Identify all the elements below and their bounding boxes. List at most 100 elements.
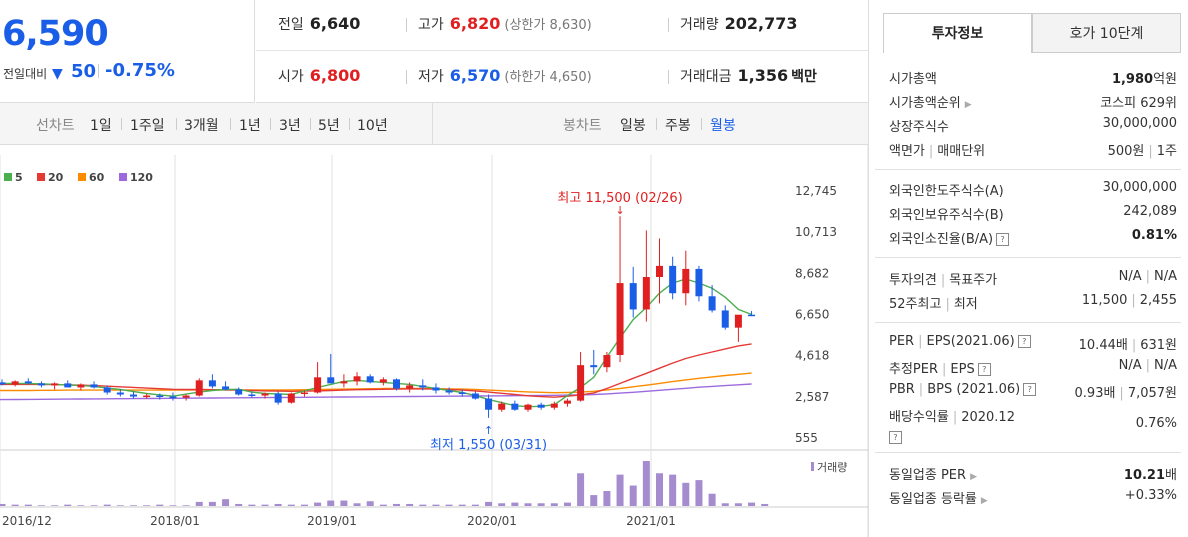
low-price: 저가 6,570 (하한가 4,650) bbox=[418, 66, 592, 85]
candle-body bbox=[51, 383, 59, 386]
range-10y-button[interactable]: 10년 bbox=[357, 118, 388, 134]
volume: 거래량 202,773 bbox=[680, 14, 798, 33]
help-icon[interactable]: ? bbox=[1023, 383, 1037, 396]
volume-bar bbox=[143, 505, 151, 506]
legend-label: 120 bbox=[130, 171, 153, 184]
candle-body bbox=[603, 355, 611, 368]
volume-bar bbox=[235, 503, 243, 506]
candle-body bbox=[130, 394, 137, 397]
candle-body bbox=[419, 385, 427, 388]
x-tick-label: 2021/01 bbox=[626, 514, 676, 528]
divider bbox=[656, 118, 657, 130]
candle-body bbox=[498, 403, 506, 410]
volume-bar bbox=[761, 503, 769, 506]
help-icon[interactable]: ? bbox=[996, 233, 1010, 246]
volume-bar bbox=[340, 500, 348, 506]
volume-bar bbox=[485, 501, 493, 506]
help-icon[interactable]: ? bbox=[889, 431, 902, 444]
volume-bar bbox=[169, 505, 177, 506]
ma20-line bbox=[0, 343, 752, 398]
range-3y-button[interactable]: 3년 bbox=[279, 118, 301, 134]
candle-body bbox=[445, 390, 453, 393]
chart-toolbar: 선차트 1일 1주일 3개월 1년 3년 5년 10년 봉차트 일봉 주봉 월봉 bbox=[0, 103, 868, 145]
divider bbox=[875, 452, 1181, 453]
help-icon[interactable]: ? bbox=[1017, 335, 1031, 348]
candle-body bbox=[629, 283, 637, 310]
volume-bar bbox=[419, 504, 427, 506]
candle-body bbox=[471, 393, 479, 399]
price-box: 6,590 전일대비 ▼ 50 -0.75% bbox=[0, 0, 255, 103]
y-tick-label: 8,682 bbox=[795, 266, 829, 280]
divider bbox=[875, 322, 1181, 323]
candle-body bbox=[577, 365, 585, 401]
volume-bar bbox=[0, 503, 6, 506]
candle-body bbox=[432, 387, 440, 391]
range-5y-button[interactable]: 5년 bbox=[318, 118, 340, 134]
candle-body bbox=[274, 393, 282, 403]
industry-change-row[interactable]: 동일업종 등락률 ▶ +0.33% bbox=[889, 488, 1177, 507]
volume-bar bbox=[498, 503, 506, 506]
foreign-hold-row: 외국인보유주식수(B) 242,089 bbox=[889, 204, 1177, 223]
weekly-candle-button[interactable]: 주봉 bbox=[665, 118, 691, 134]
down-triangle-icon: ▼ bbox=[52, 66, 63, 82]
monthly-candle-button[interactable]: 월봉 bbox=[710, 118, 736, 134]
volume-bar bbox=[261, 504, 269, 506]
candle-body bbox=[156, 395, 164, 398]
help-icon[interactable]: ? bbox=[977, 363, 991, 376]
candle-body bbox=[708, 296, 716, 311]
shares-row: 상장주식수 30,000,000 bbox=[889, 116, 1177, 135]
high-price: 고가 6,820 (상한가 8,630) bbox=[418, 14, 592, 33]
volume-bar bbox=[406, 503, 414, 506]
range-3m-button[interactable]: 3개월 bbox=[184, 118, 219, 134]
divider bbox=[432, 103, 433, 145]
range-1y-button[interactable]: 1년 bbox=[239, 118, 261, 134]
candle-chart-label: 봉차트 bbox=[563, 118, 602, 134]
industry-per-row[interactable]: 동일업종 PER ▶ 10.21배 bbox=[889, 468, 1177, 483]
change-value: 50 bbox=[71, 61, 97, 82]
daily-candle-button[interactable]: 일봉 bbox=[620, 118, 646, 134]
candle-body bbox=[208, 380, 216, 387]
tab-order-book[interactable]: 호가 10단계 bbox=[1032, 13, 1181, 53]
volume-bar bbox=[590, 495, 598, 506]
y-tick-label: 4,618 bbox=[795, 349, 829, 363]
candle-body bbox=[379, 379, 387, 383]
per-row: PER | EPS(2021.06)? 10.44배 | 631원 bbox=[889, 334, 1177, 353]
price-chart[interactable]: 12,745 10,713 8,682 6,650 4,618 2,587 555 5 20 60… bbox=[0, 145, 868, 537]
candle-body bbox=[169, 396, 177, 399]
candle-body bbox=[656, 265, 663, 278]
invest-info-panel: 투자정보 호가 10단계 시가총액 1,980억원 시가총액순위 ▶ 코스피 62… bbox=[868, 0, 1188, 537]
volume-bar bbox=[287, 504, 295, 506]
volume-bar bbox=[721, 503, 729, 506]
candle-body bbox=[485, 398, 493, 410]
volume-bar bbox=[734, 503, 742, 506]
divider bbox=[270, 118, 271, 130]
candle-body bbox=[287, 393, 295, 403]
divider bbox=[875, 169, 1181, 170]
range-1d-button[interactable]: 1일 bbox=[90, 118, 112, 134]
candle-body bbox=[511, 403, 519, 410]
candle-body bbox=[682, 268, 690, 294]
candle-body bbox=[669, 265, 677, 294]
divider bbox=[668, 18, 669, 32]
candle-body bbox=[11, 381, 19, 385]
est-per-row: 추정PER | EPS? N/A | N/A bbox=[889, 358, 1177, 377]
low-annotation: 최저 1,550 (03/31) bbox=[430, 438, 547, 453]
volume-bar bbox=[182, 505, 190, 506]
range-1w-button[interactable]: 1주일 bbox=[130, 118, 165, 134]
divider bbox=[121, 118, 122, 130]
tab-invest-info[interactable]: 투자정보 bbox=[883, 13, 1032, 53]
candle-body bbox=[327, 377, 335, 384]
volume-bar bbox=[300, 504, 308, 506]
volume-bar bbox=[748, 502, 756, 506]
volume-bar bbox=[24, 504, 32, 506]
stock-summary-area: 6,590 전일대비 ▼ 50 -0.75% 전일 6,640 고가 6,820 (상… bbox=[0, 0, 868, 537]
foreign-ratio-row: 외국인소진율(B/A)? 0.81% bbox=[889, 228, 1177, 247]
candle-body bbox=[261, 393, 269, 396]
market-cap-rank-row[interactable]: 시가총액순위 ▶ 코스피 629위 bbox=[889, 96, 1177, 111]
candle-body bbox=[642, 277, 650, 310]
volume-bar bbox=[563, 502, 571, 506]
volume-bar bbox=[51, 505, 59, 506]
candle-body bbox=[340, 381, 348, 384]
divider bbox=[406, 70, 407, 84]
